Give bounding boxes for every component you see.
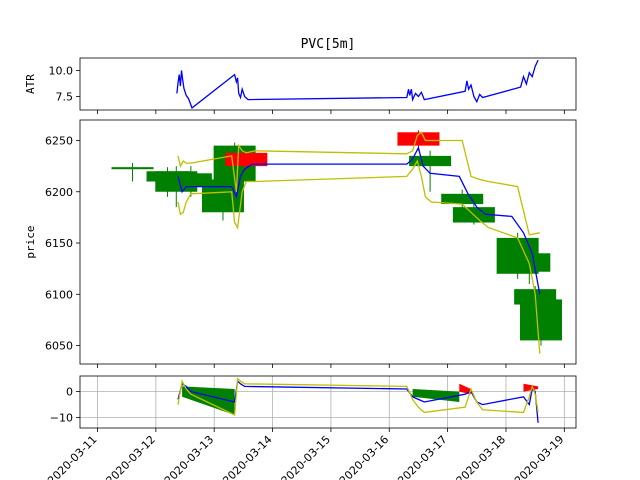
x-tick-label: 2020-03-15 bbox=[279, 433, 333, 480]
x-tick-label: 2020-03-11 bbox=[45, 433, 99, 480]
fill-area bbox=[459, 383, 471, 395]
series-line-upper bbox=[177, 131, 540, 236]
panel-atr: 7.5 10.0 ATR bbox=[24, 57, 577, 114]
panel-price: 6050 6100 6150 6200 6250 price bbox=[24, 119, 577, 368]
y-tick-label: 10.0 bbox=[49, 64, 74, 77]
x-tick-label: 2020-03-17 bbox=[395, 433, 449, 480]
x-tick-label: 2020-03-16 bbox=[337, 433, 391, 480]
panel-frame bbox=[79, 119, 577, 365]
y-tick-label: 6250 bbox=[45, 135, 73, 148]
candle-body bbox=[409, 155, 452, 167]
panel-frame bbox=[79, 57, 577, 111]
panel-frame bbox=[79, 375, 577, 429]
y-tick-label: 7.5 bbox=[56, 90, 74, 103]
y-tick-label: 6050 bbox=[45, 340, 73, 353]
fill-area bbox=[182, 386, 235, 415]
y-axis-label: ATR bbox=[24, 74, 37, 94]
series-line-signal bbox=[177, 377, 539, 416]
candle-body bbox=[397, 132, 440, 146]
series-line-osc bbox=[177, 379, 539, 423]
y-tick-label: 6200 bbox=[45, 186, 73, 199]
x-tick-label: 2020-03-12 bbox=[104, 433, 158, 480]
x-tick-label: 2020-03-13 bbox=[162, 433, 216, 480]
y-tick-label: 6100 bbox=[45, 288, 73, 301]
series-line-ATR bbox=[176, 59, 539, 109]
series-line-mid bbox=[177, 145, 541, 295]
y-axis-label: price bbox=[24, 225, 37, 258]
y-tick-label: −10 bbox=[50, 412, 73, 425]
fill-area bbox=[523, 383, 539, 392]
candle-body bbox=[519, 299, 562, 341]
x-tick-label: 2020-03-19 bbox=[512, 433, 566, 480]
candle-body bbox=[201, 179, 244, 213]
y-tick-label: 6150 bbox=[45, 237, 73, 250]
candle-body bbox=[225, 152, 268, 167]
fill-area bbox=[412, 389, 460, 402]
candle-body bbox=[111, 167, 154, 170]
x-tick-label: 2020-03-14 bbox=[220, 433, 274, 480]
panel-osc: 0 −10 bbox=[50, 375, 577, 432]
chart-panels: 7.5 10.0 ATR 6050 6100 6150 6200 6250 price 0 −10 2… bbox=[24, 57, 577, 480]
y-tick-label: 0 bbox=[66, 386, 73, 399]
candle-body bbox=[441, 193, 484, 205]
x-tick-label: 2020-03-18 bbox=[454, 433, 508, 480]
series-line-lower bbox=[177, 159, 541, 354]
chart-title: PVC[5m] bbox=[301, 37, 356, 52]
